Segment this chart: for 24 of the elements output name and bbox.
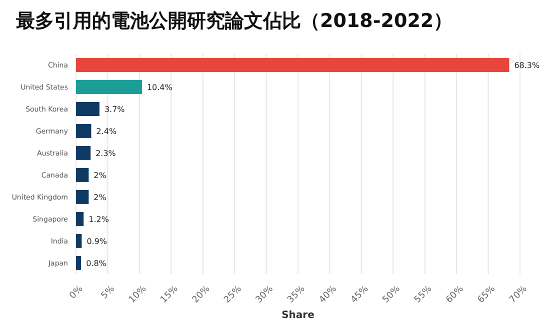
data-label: 68.3% <box>514 60 540 70</box>
data-label: 0.9% <box>86 236 108 246</box>
bar <box>76 256 82 270</box>
x-tick-label: 0% <box>68 284 86 302</box>
data-label: 2% <box>94 192 107 202</box>
bar <box>76 58 510 72</box>
x-axis-title: Share <box>282 310 315 321</box>
bar <box>76 168 89 182</box>
bar <box>76 212 84 226</box>
data-label: 1.2% <box>88 214 110 224</box>
bar <box>76 102 100 116</box>
bar <box>76 190 89 204</box>
bar <box>76 234 82 248</box>
bar <box>76 146 91 160</box>
bar <box>76 124 92 138</box>
data-label: 10.4% <box>146 82 173 92</box>
chart-title: 最多引用的電池公開研究論文佔比（2018-2022） <box>15 9 454 34</box>
bar <box>76 80 142 94</box>
data-label: 2.4% <box>96 126 117 136</box>
data-label: 0.8% <box>86 258 107 268</box>
data-label: 2.3% <box>96 148 116 158</box>
x-tick-label: 5% <box>100 284 118 302</box>
data-label: 2% <box>94 170 107 180</box>
data-label: 3.7% <box>104 104 126 114</box>
